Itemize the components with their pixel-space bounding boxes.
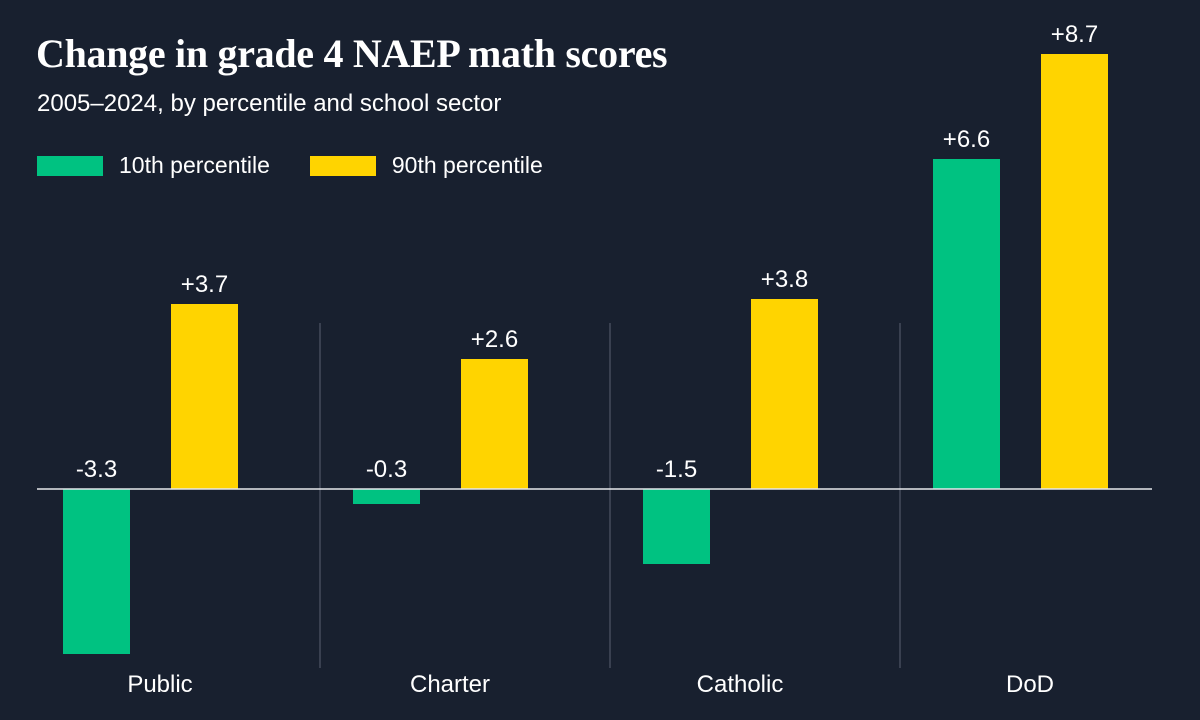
category-label-public: Public	[127, 671, 192, 698]
bar-charter-10th	[353, 489, 420, 504]
bar-catholic-90th	[751, 299, 818, 489]
data-label-catholic-10th: -1.5	[656, 456, 697, 483]
bar-dod-90th	[1041, 54, 1108, 489]
bar-dod-10th	[933, 159, 1000, 489]
data-label-public-90th: +3.7	[181, 271, 228, 298]
data-label-charter-10th: -0.3	[366, 456, 407, 483]
chart-subtitle: 2005–2024, by percentile and school sect…	[37, 90, 502, 117]
legend-label-90th: 90th percentile	[391, 152, 543, 178]
bar-public-10th	[63, 489, 130, 654]
legend-label-10th: 10th percentile	[119, 152, 270, 178]
bar-charter-90th	[461, 359, 528, 489]
legend-swatch-10th	[37, 155, 103, 176]
data-label-charter-90th: +2.6	[471, 326, 518, 353]
chart-title: Change in grade 4 NAEP math scores	[36, 31, 668, 76]
category-label-charter: Charter	[410, 671, 490, 698]
data-label-catholic-90th: +3.8	[761, 266, 808, 293]
bar-public-90th	[171, 304, 238, 489]
legend-item-90th: 90th percentile	[309, 152, 543, 179]
legend-item-10th: 10th percentile	[37, 152, 270, 179]
data-label-dod-10th: +6.6	[943, 126, 990, 153]
category-label-catholic: Catholic	[697, 671, 784, 698]
legend-swatch-90th	[309, 155, 376, 176]
data-label-dod-90th: +8.7	[1051, 21, 1098, 48]
legend: 10th percentile 90th percentile	[37, 152, 583, 179]
bar-catholic-10th	[643, 489, 710, 564]
data-label-public-10th: -3.3	[76, 456, 117, 483]
category-label-dod: DoD	[1006, 671, 1054, 698]
